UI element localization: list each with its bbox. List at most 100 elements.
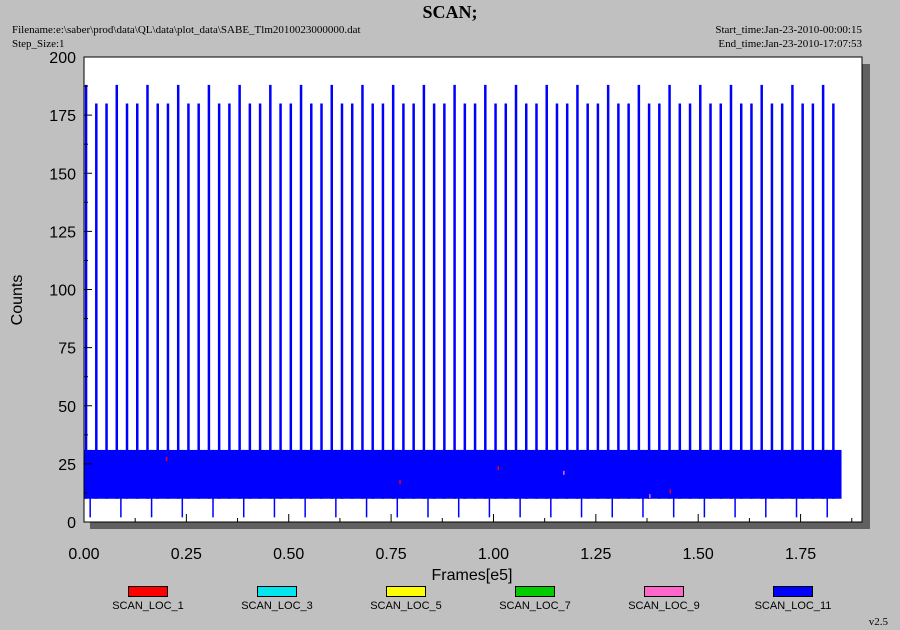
spike-scan-loc-11: [617, 103, 620, 499]
spike-scan-loc-11: [361, 84, 364, 499]
dip-scan-loc-11: [457, 449, 460, 518]
x-tick-label: 0.00: [68, 546, 99, 563]
spike-scan-loc-11: [832, 103, 835, 499]
legend-item: SCAN_LOC_9: [609, 586, 719, 612]
legend-label: SCAN_LOC_7: [499, 600, 571, 612]
y-tick-label: 75: [58, 341, 76, 358]
spike-scan-loc-11: [699, 84, 702, 499]
dip-scan-loc-11: [427, 449, 429, 518]
spike-scan-loc-11: [545, 84, 548, 499]
spike-scan-loc-11: [473, 103, 477, 499]
dip-scan-loc-11: [212, 449, 214, 518]
x-tick-label: 1.25: [580, 546, 611, 563]
spike-scan-loc-11: [729, 84, 733, 499]
dip-scan-loc-11: [703, 449, 706, 518]
spike-scan-loc-11: [678, 103, 682, 499]
spike-scan-loc-11: [402, 103, 405, 499]
legend-swatch: [128, 586, 168, 597]
dip-scan-loc-11: [611, 449, 614, 518]
legend-item: SCAN_LOC_5: [351, 586, 461, 612]
x-tick-label: 0.75: [376, 546, 407, 563]
y-tick-label: 25: [58, 457, 76, 474]
dip-scan-loc-11: [765, 449, 767, 518]
spike-scan-loc-11: [350, 103, 354, 499]
spike-scan-loc-11: [514, 84, 518, 499]
spike-scan-loc-11: [279, 103, 282, 499]
legend-item: SCAN_LOC_7: [480, 586, 590, 612]
spike-scan-loc-11: [555, 103, 559, 499]
spike-scan-loc-11: [371, 103, 374, 499]
spike-scan-loc-11: [310, 103, 313, 499]
spike-scan-loc-11: [258, 103, 262, 499]
version-label: v2.5: [868, 616, 888, 628]
spike-scan-loc-11: [238, 84, 241, 499]
dip-scan-loc-11: [580, 449, 583, 518]
spike-scan-loc-11: [647, 103, 651, 499]
spike-scan-loc-1: [669, 489, 672, 494]
x-tick-label: 0.50: [273, 546, 304, 563]
spike-scan-loc-9: [649, 494, 651, 499]
dip-scan-loc-11: [396, 449, 399, 518]
spike-scan-loc-11: [443, 103, 446, 499]
x-tick-label: 1.00: [478, 546, 509, 563]
y-tick-label: 0: [67, 515, 76, 532]
spike-scan-loc-11: [146, 84, 149, 499]
spike-scan-loc-11: [187, 103, 190, 499]
filename-label: Filename:e:\saber\prod\data\QL\data\plot…: [12, 24, 361, 36]
legend-item: SCAN_LOC_11: [738, 586, 848, 612]
spike-scan-loc-11: [535, 103, 538, 499]
spike-scan-loc-11: [412, 103, 415, 499]
spike-scan-loc-11: [658, 103, 661, 499]
dip-scan-loc-11: [488, 449, 491, 518]
spike-scan-loc-11: [709, 103, 712, 499]
legend-label: SCAN_LOC_9: [628, 600, 700, 612]
axes: 0 25 50 75 100 125 150 175 200 0.00 0.25 0.50 0.75 1.…: [49, 50, 862, 563]
spike-scan-loc-11: [504, 103, 508, 499]
spike-scan-loc-11: [606, 84, 610, 499]
dip-scan-loc-11: [273, 449, 276, 518]
dip-scan-loc-11: [304, 449, 306, 518]
spike-scan-loc-11: [719, 103, 723, 499]
dip-scan-loc-11: [89, 449, 91, 518]
spike-scan-loc-11: [463, 103, 467, 499]
spike-scan-loc-11: [289, 103, 293, 499]
x-tick-label: 0.25: [171, 546, 202, 563]
spike-scan-loc-11: [320, 103, 323, 499]
legend-swatch: [773, 586, 813, 597]
legend-swatch: [386, 586, 426, 597]
spike-scan-loc-11: [453, 84, 456, 499]
y-tick-label: 125: [49, 224, 76, 241]
y-tick-label: 100: [49, 283, 76, 300]
legend-item: SCAN_LOC_3: [222, 586, 332, 612]
spike-scan-loc-11: [156, 103, 159, 499]
dip-scan-loc-11: [550, 449, 552, 518]
legend-item: SCAN_LOC_1: [93, 586, 203, 612]
spike-scan-loc-11: [750, 103, 753, 499]
spike-scan-loc-11: [228, 103, 231, 499]
spike-scan-loc-11: [525, 103, 528, 499]
dip-scan-loc-11: [150, 449, 153, 518]
spike-scan-loc-11: [248, 103, 252, 499]
spike-scan-loc-11: [565, 103, 569, 499]
legend-label: SCAN_LOC_5: [370, 600, 442, 612]
spike-scan-loc-1: [497, 466, 500, 471]
x-tick-label: 1.50: [683, 546, 714, 563]
y-tick-label: 150: [49, 166, 76, 183]
legend-swatch: [257, 586, 297, 597]
spike-scan-loc-11: [105, 103, 108, 499]
spike-scan-loc-11: [780, 103, 784, 499]
y-tick-label: 175: [49, 108, 76, 125]
spike-scan-loc-11: [269, 84, 272, 499]
spike-scan-loc-11: [586, 103, 589, 499]
spike-scan-loc-11: [381, 103, 385, 499]
spike-scan-loc-11: [821, 84, 825, 499]
spike-scan-loc-11: [760, 84, 763, 499]
spike-scan-loc-11: [739, 103, 743, 499]
spike-scan-loc-11: [95, 103, 98, 499]
spike-scan-loc-11: [422, 84, 426, 499]
legend-swatch: [644, 586, 684, 597]
spike-scan-loc-11: [688, 103, 692, 499]
spike-scan-loc-11: [217, 103, 221, 499]
spike-scan-loc-11: [770, 103, 774, 499]
dip-scan-loc-11: [795, 449, 798, 518]
